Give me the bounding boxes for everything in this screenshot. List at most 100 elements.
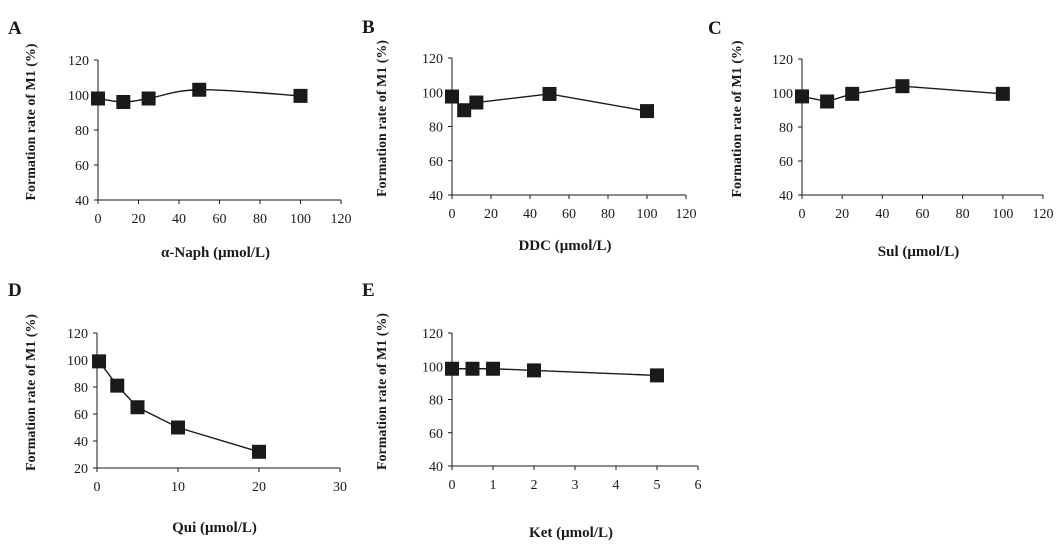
panel-c-data-point-1 bbox=[820, 94, 835, 109]
panel-e-y-tick-label: 60 bbox=[429, 427, 443, 442]
panel-e-x-tick-label: 0 bbox=[449, 478, 456, 493]
panel-b-y-tick-label: 100 bbox=[422, 86, 443, 101]
panel-a-x-tick-label: 40 bbox=[172, 212, 186, 227]
panel-d-series-line bbox=[98, 360, 260, 453]
panel-a-x-tick-label: 80 bbox=[253, 212, 267, 227]
panel-e-data-point-4 bbox=[650, 368, 664, 383]
panel-e-data-point-3 bbox=[527, 363, 541, 378]
panel-b-y-tick-label: 120 bbox=[422, 52, 443, 67]
panel-a-y-tick-label: 80 bbox=[75, 124, 89, 139]
panel-b-x-tick-label: 60 bbox=[562, 207, 576, 222]
panel-c-x-tick-label: 0 bbox=[799, 207, 806, 222]
panel-c: C 40 60 80 100 120 0 20 40 60 80 100 120 Sul (μmol/L)… bbox=[708, 18, 1054, 260]
panel-c-data-point-3 bbox=[895, 79, 910, 94]
panel-a-x-tick-label: 100 bbox=[290, 212, 311, 227]
panel-e-x-tick-label: 1 bbox=[490, 478, 497, 493]
panel-d-data-point-0 bbox=[92, 354, 107, 369]
panel-c-x-tick-label: 20 bbox=[835, 207, 849, 222]
panel-c-x-axis-label: Sul (μmol/L) bbox=[878, 244, 959, 260]
panel-c-x-tick-label: 40 bbox=[875, 207, 889, 222]
panel-a-data-point-2 bbox=[141, 91, 156, 106]
panel-e-y-tick-label: 120 bbox=[422, 327, 443, 342]
panel-c-y-tick-label: 120 bbox=[772, 53, 793, 68]
panel-e-y-tick-label: 40 bbox=[429, 460, 443, 475]
panel-b-y-tick-label: 60 bbox=[429, 155, 443, 170]
panel-d-y-tick-label: 60 bbox=[74, 408, 88, 423]
panel-e-data-point-2 bbox=[486, 361, 500, 376]
panel-c-letter: C bbox=[708, 18, 722, 39]
panel-b-x-tick-label: 40 bbox=[523, 207, 537, 222]
panel-b: B 40 60 80 100 120 0 20 40 60 80 100 120 DDC (μmol/L)… bbox=[362, 17, 697, 254]
panel-a-x-tick-label: 0 bbox=[95, 212, 102, 227]
panel-a-y-axis-label: Formation rate of M1 (%) bbox=[24, 43, 39, 200]
panel-c-y-tick-label: 80 bbox=[779, 121, 793, 136]
panel-c-x-tick-label: 100 bbox=[992, 207, 1013, 222]
panel-a-data-point-1 bbox=[116, 95, 131, 109]
panel-e-y-tick-label: 100 bbox=[422, 360, 443, 375]
panel-b-x-axis-label: DDC (μmol/L) bbox=[518, 238, 611, 254]
panel-b-x-tick-label: 120 bbox=[676, 207, 697, 222]
panel-c-y-tick-label: 60 bbox=[779, 155, 793, 170]
panel-d-y-tick-label: 80 bbox=[74, 381, 88, 396]
panel-d-x-tick-label: 0 bbox=[94, 480, 101, 495]
panel-c-y-tick-label: 40 bbox=[779, 189, 793, 204]
panel-b-y-tick-label: 40 bbox=[429, 189, 443, 204]
panel-e-y-axis-label: Formation rate of M1 (%) bbox=[375, 313, 390, 470]
panel-e-series-line bbox=[452, 368, 658, 377]
panel-d-data-point-3 bbox=[171, 420, 185, 435]
panel-a: A 40 60 80 100 120 0 20 40 60 80 100 120 α-Naph (μmol… bbox=[8, 18, 352, 261]
panel-d-y-tick-label: 100 bbox=[67, 354, 88, 369]
panel-d-x-tick-label: 20 bbox=[252, 480, 266, 495]
panel-c-x-tick-label: 80 bbox=[956, 207, 970, 222]
panel-d-data-point-2 bbox=[130, 400, 145, 415]
panel-d-x-axis-label: Qui (μmol/L) bbox=[172, 520, 257, 536]
panel-a-y-tick-label: 40 bbox=[75, 194, 89, 209]
panel-c-data-point-2 bbox=[845, 86, 860, 101]
panel-c-data-point-4 bbox=[995, 86, 1010, 101]
panel-b-letter: B bbox=[362, 17, 375, 38]
panel-a-y-tick-label: 100 bbox=[68, 89, 89, 104]
panel-e-y-tick-label: 80 bbox=[429, 394, 443, 409]
panel-b-x-tick-label: 80 bbox=[601, 207, 615, 222]
panel-e-letter: E bbox=[362, 280, 375, 301]
panel-d-y-tick-label: 20 bbox=[74, 462, 88, 477]
panel-c-data-point-0 bbox=[795, 89, 809, 104]
panel-c-x-tick-label: 60 bbox=[916, 207, 930, 222]
panel-d-letter: D bbox=[8, 280, 22, 301]
panel-a-x-tick-label: 120 bbox=[331, 212, 352, 227]
panel-a-data-point-3 bbox=[192, 82, 207, 97]
panel-e-x-tick-label: 4 bbox=[613, 478, 620, 493]
panel-d-x-tick-label: 10 bbox=[171, 480, 185, 495]
panel-d-data-point-4 bbox=[252, 444, 266, 459]
panel-a-x-tick-label: 60 bbox=[213, 212, 227, 227]
panel-e-x-axis-label: Ket (μmol/L) bbox=[529, 525, 613, 541]
panel-a-data-point-0 bbox=[91, 91, 105, 106]
panel-e-x-tick-label: 2 bbox=[531, 478, 538, 493]
panel-a-y-tick-label: 120 bbox=[68, 54, 89, 69]
panel-e-x-tick-label: 6 bbox=[695, 478, 702, 493]
panel-b-data-point-1 bbox=[457, 103, 472, 118]
panel-a-y-tick-label: 60 bbox=[75, 159, 89, 174]
panel-c-y-tick-label: 100 bbox=[772, 87, 793, 102]
panel-a-x-tick-label: 20 bbox=[132, 212, 146, 227]
panel-d-y-tick-label: 40 bbox=[74, 435, 88, 450]
panel-a-data-point-4 bbox=[293, 88, 308, 103]
panel-e: E 40 60 80 100 120 0 1 2 3 4 5 6 Ket (μmol/L) Formatio… bbox=[362, 280, 702, 541]
panel-c-y-axis-label: Formation rate of M1 (%) bbox=[730, 40, 745, 197]
panel-e-data-point-1 bbox=[465, 361, 480, 376]
panel-a-letter: A bbox=[8, 18, 22, 39]
panel-a-x-axis-label: α-Naph (μmol/L) bbox=[161, 245, 270, 261]
panel-b-data-point-0 bbox=[445, 89, 459, 104]
panel-e-x-tick-label: 3 bbox=[572, 478, 579, 493]
panel-b-x-tick-label: 20 bbox=[484, 207, 498, 222]
panel-d-x-tick-label: 30 bbox=[333, 480, 347, 495]
panel-e-data-point-0 bbox=[445, 361, 459, 376]
panel-b-x-tick-label: 0 bbox=[449, 207, 456, 222]
panel-b-y-axis-label: Formation rate of M1 (%) bbox=[375, 40, 390, 197]
panel-b-data-point-2 bbox=[469, 95, 484, 110]
panel-b-x-tick-label: 100 bbox=[637, 207, 658, 222]
panel-d-data-point-1 bbox=[110, 378, 125, 393]
panel-d: D 20 40 60 80 100 120 0 10 20 30 Qui (μmol/L) Format… bbox=[8, 280, 347, 536]
panel-e-x-tick-label: 5 bbox=[654, 478, 661, 493]
